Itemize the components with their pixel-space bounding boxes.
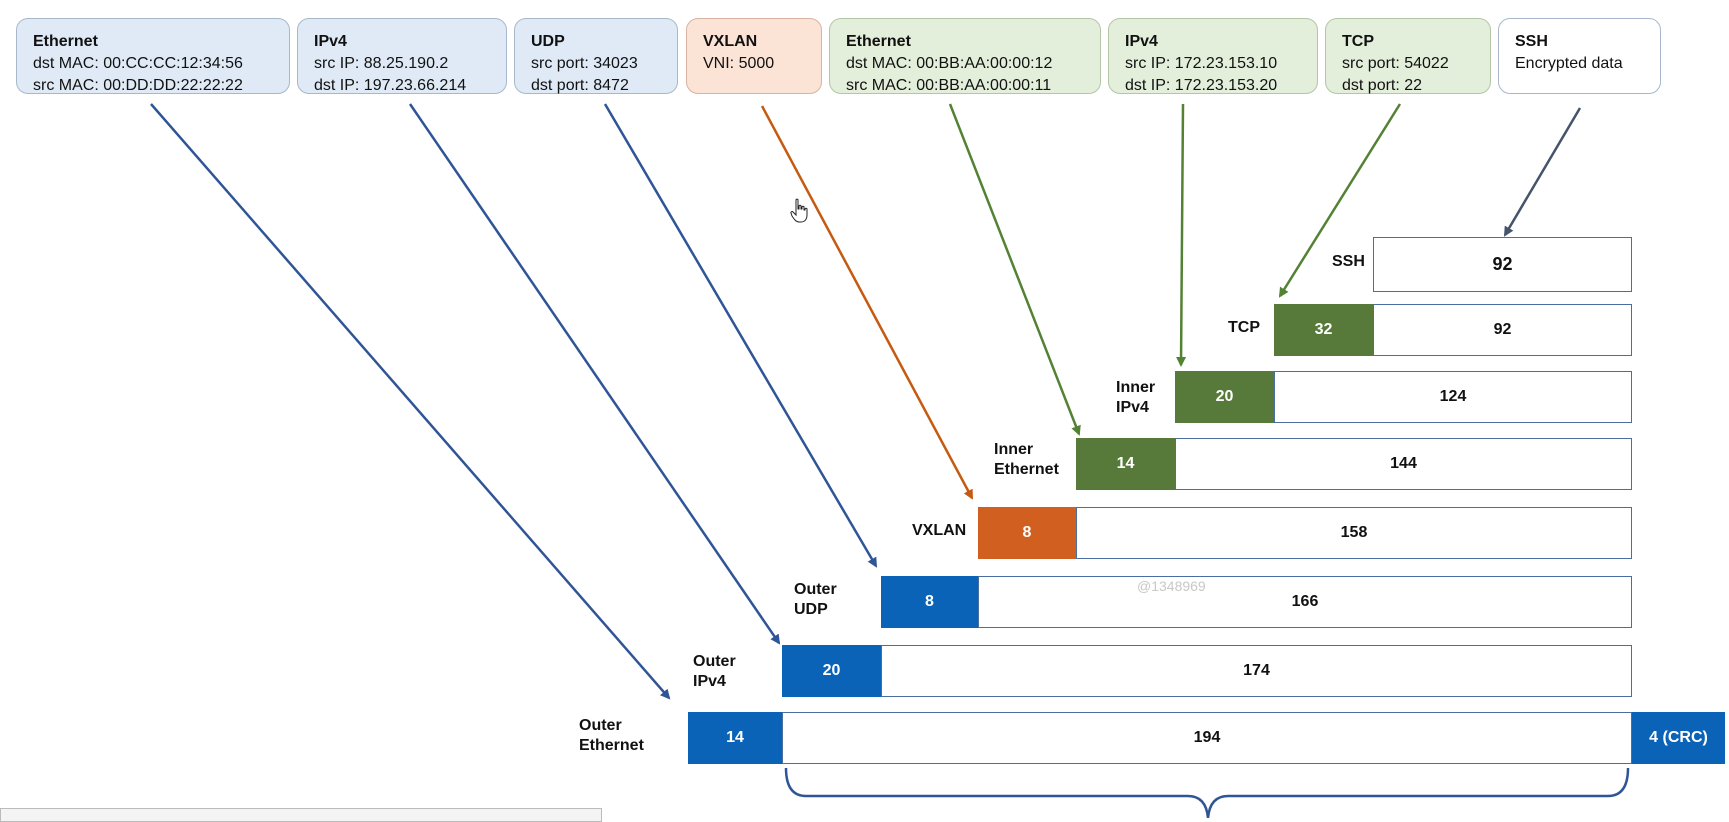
payload-cell-outer-ipv4: 174: [881, 645, 1632, 697]
header-title: VXLAN: [703, 33, 758, 50]
arrow-outer-ethernet: [150, 103, 671, 700]
header-cell-outer-ethernet: 14: [688, 712, 782, 764]
payload-cell-tcp: 92: [1373, 304, 1632, 356]
header-title: SSH: [1515, 33, 1548, 50]
header-cell-inner-ethernet: 14: [1076, 438, 1175, 490]
arrow-vxlan: [760, 105, 974, 500]
trailer-cell-crc: 4 (CRC): [1632, 712, 1725, 764]
layer-label-inner-ethernet: Inner Ethernet: [994, 441, 1059, 478]
header-line: src IP: 172.23.153.10: [1125, 55, 1278, 72]
header-line: src IP: 88.25.190.2: [314, 55, 449, 72]
header-title: Ethernet: [33, 33, 98, 50]
layer-label-outer-udp: Outer UDP: [794, 581, 837, 618]
arrow-ssh: [1503, 107, 1582, 237]
hand-cursor-icon: [790, 198, 808, 223]
header-cell-outer-ipv4: 20: [782, 645, 881, 697]
header-title: IPv4: [1125, 33, 1158, 50]
header-line: src MAC: 00:BB:AA:00:00:11: [846, 77, 1052, 94]
header-cell-tcp: 32: [1274, 304, 1373, 356]
header-box-outer-ethernet: Ethernet dst MAC: 00:CC:CC:12:34:56 src …: [16, 18, 290, 94]
header-line: dst MAC: 00:CC:CC:12:34:56: [33, 55, 243, 72]
header-cell-vxlan: 8: [978, 507, 1076, 559]
header-box-ssh: SSH Encrypted data: [1498, 18, 1661, 94]
layer-label-outer-ipv4: Outer IPv4: [693, 653, 736, 690]
header-line: dst IP: 172.23.153.20: [1125, 77, 1278, 94]
header-title: UDP: [531, 33, 565, 50]
header-line: src port: 54022: [1342, 55, 1449, 72]
header-line: VNI: 5000: [703, 55, 775, 72]
layer-label-inner-ipv4: Inner IPv4: [1116, 379, 1156, 416]
header-line: dst port: 22: [1342, 77, 1423, 94]
header-line: dst port: 8472: [531, 77, 629, 94]
header-title: TCP: [1342, 33, 1374, 50]
header-box-tcp: TCP src port: 54022 dst port: 22: [1325, 18, 1491, 94]
arrow-inner-ipv4: [1176, 103, 1187, 367]
header-line: dst MAC: 00:BB:AA:00:00:12: [846, 55, 1053, 72]
header-cell-inner-ipv4: 20: [1175, 371, 1274, 423]
header-title: Ethernet: [846, 33, 911, 50]
header-cell-outer-udp: 8: [881, 576, 978, 628]
payload-cell-outer-ethernet: 194: [782, 712, 1632, 764]
layer-label-tcp: TCP: [1228, 319, 1260, 336]
arrow-outer-udp: [603, 103, 878, 568]
layer-label-outer-ethernet: Outer Ethernet: [579, 717, 644, 754]
payload-cell-vxlan: 158: [1076, 507, 1632, 559]
header-title: IPv4: [314, 33, 347, 50]
payload-cell-outer-udp: 166: [978, 576, 1632, 628]
payload-cell-ssh: 92: [1373, 237, 1632, 292]
header-box-inner-ethernet: Ethernet dst MAC: 00:BB:AA:00:00:12 src …: [829, 18, 1101, 94]
arrow-tcp: [1278, 103, 1402, 298]
watermark: @1348969: [1137, 578, 1206, 594]
arrow-outer-ipv4: [408, 103, 781, 645]
header-line: Encrypted data: [1515, 55, 1623, 72]
bottom-bar: [0, 808, 602, 822]
header-line: src MAC: 00:DD:DD:22:22:22: [33, 77, 243, 94]
header-line: dst IP: 197.23.66.214: [314, 77, 467, 94]
layer-label-vxlan: VXLAN: [912, 522, 967, 539]
payload-cell-inner-ethernet: 144: [1175, 438, 1632, 490]
layer-label-ssh: SSH: [1332, 253, 1365, 270]
header-box-outer-ipv4: IPv4 src IP: 88.25.190.2 dst IP: 197.23.…: [297, 18, 507, 94]
frame-brace: [784, 767, 1630, 818]
arrow-inner-ethernet: [948, 103, 1081, 436]
header-line: src port: 34023: [531, 55, 638, 72]
header-box-outer-udp: UDP src port: 34023 dst port: 8472: [514, 18, 678, 94]
header-box-inner-ipv4: IPv4 src IP: 172.23.153.10 dst IP: 172.2…: [1108, 18, 1318, 94]
header-box-vxlan: VXLAN VNI: 5000: [686, 18, 822, 94]
payload-cell-inner-ipv4: 124: [1274, 371, 1632, 423]
